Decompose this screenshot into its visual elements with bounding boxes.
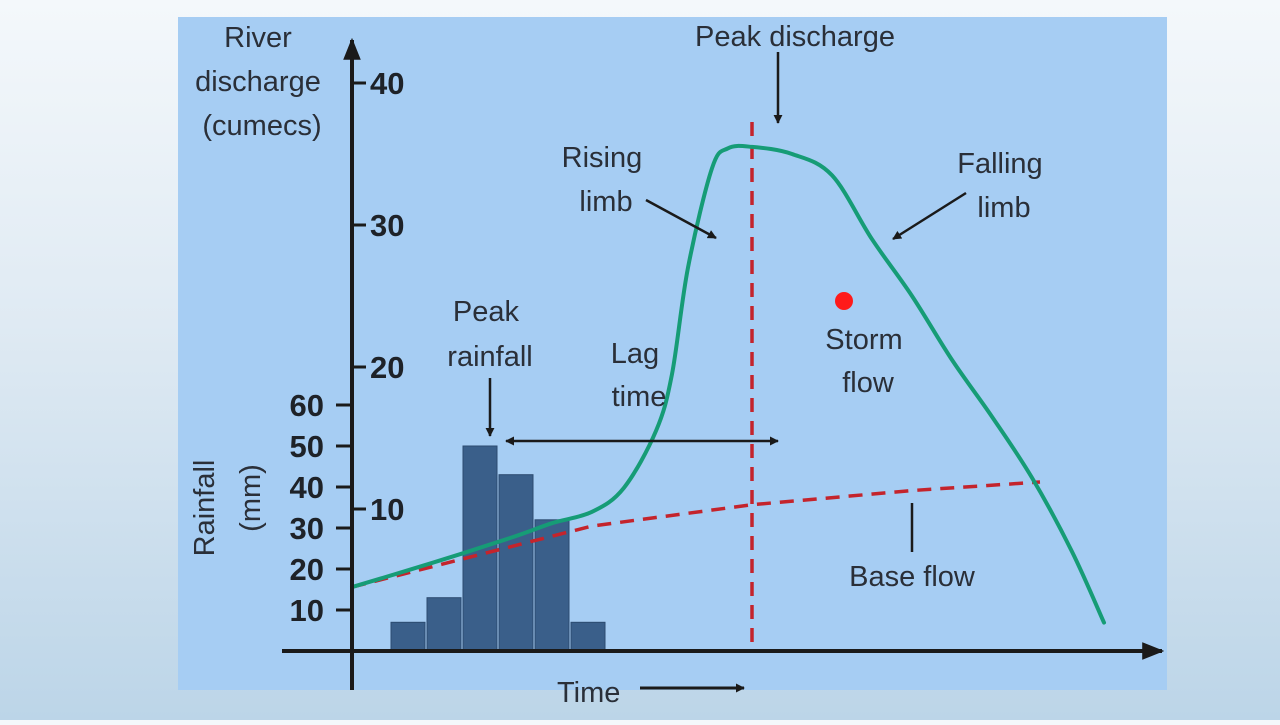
discharge-axis-title-line: River <box>224 22 292 54</box>
rainfall-bar <box>426 597 462 652</box>
storm-flow-label-line: Storm <box>825 324 902 356</box>
rainfall-axis-title-line-1: Rainfall <box>189 460 221 557</box>
hydrograph-line <box>350 143 1106 625</box>
discharge-tick-label: 20 <box>370 350 404 385</box>
rainfall-tick-label: 20 <box>290 552 324 587</box>
rainfall-bar <box>390 621 426 652</box>
falling-limb-label-line: limb <box>977 192 1030 224</box>
discharge-axis-title-line: (cumecs) <box>202 110 321 142</box>
rising-limb-label: Rising limb <box>562 142 651 218</box>
rainfall-bar <box>534 519 570 652</box>
falling-limb-label-line: Falling <box>957 148 1042 180</box>
discharge-tick-label: 30 <box>370 208 404 243</box>
falling-limb-arrow <box>892 191 967 241</box>
discharge-tick-label: 10 <box>370 492 404 527</box>
time-axis-title: Time <box>557 677 620 709</box>
rising-limb-label-line: Rising <box>562 142 643 174</box>
base-flow-label: Base flow <box>849 561 976 593</box>
peak-discharge-label: Peak discharge <box>695 21 895 53</box>
peak-rainfall-label: Peak rainfall <box>447 296 532 373</box>
red-dot-marker <box>835 292 853 310</box>
rainfall-tick-label: 60 <box>290 388 324 423</box>
rainfall-tick-label: 10 <box>290 593 324 628</box>
storm-flow-label: Storm flow <box>825 324 910 399</box>
chart-panel <box>178 17 1167 690</box>
discharge-axis-title: River discharge (cumecs) <box>195 22 329 142</box>
lag-time-label-line: time <box>612 381 667 413</box>
falling-limb-label: Falling limb <box>957 148 1051 224</box>
peak-rainfall-label-line: Peak <box>453 296 520 328</box>
base-flow-line <box>351 480 1041 589</box>
discharge-tick-label: 40 <box>370 66 404 101</box>
lag-time-label-line: Lag <box>611 338 659 370</box>
rainfall-tick-label: 30 <box>290 511 324 546</box>
rainfall-bar <box>498 474 534 652</box>
rainfall-tick-label: 50 <box>290 429 324 464</box>
discharge-axis-title-line: discharge <box>195 66 321 98</box>
rising-limb-label-line: limb <box>579 186 632 218</box>
rainfall-tick-label: 40 <box>290 470 324 505</box>
rainfall-bar <box>570 621 606 652</box>
lag-time-label: Lag time <box>611 338 667 413</box>
storm-flow-label-line: flow <box>842 367 895 399</box>
rising-limb-arrow <box>645 198 717 240</box>
peak-rainfall-label-line: rainfall <box>447 341 532 373</box>
rainfall-axis-title-line-2: (mm) <box>235 464 267 532</box>
